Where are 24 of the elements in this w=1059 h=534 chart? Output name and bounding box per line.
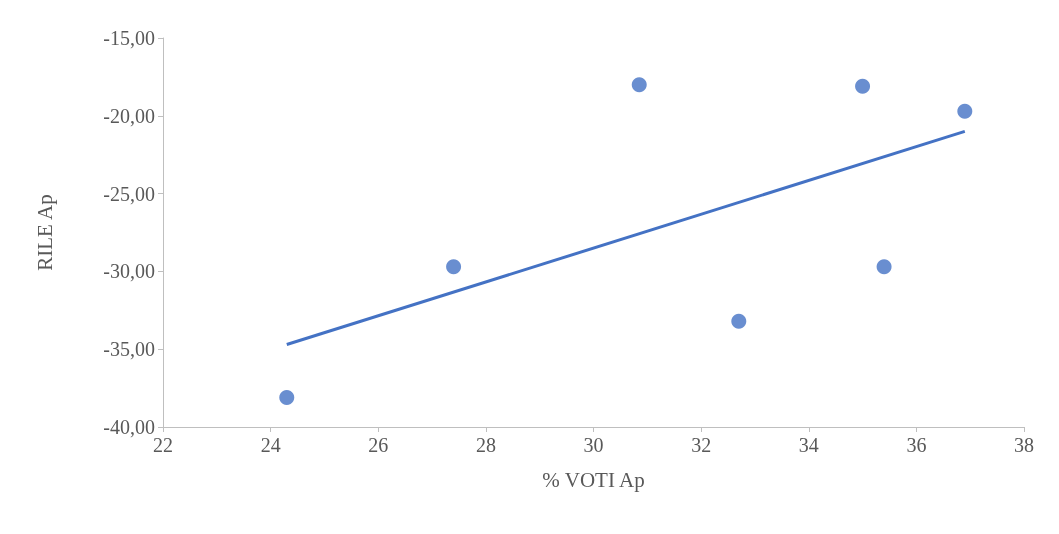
y-tick-label: -35,00 <box>103 338 155 361</box>
x-tick-label: 26 <box>368 434 389 456</box>
x-tick-label: 34 <box>798 434 819 456</box>
point <box>631 77 647 93</box>
x-tick-label: 38 <box>1014 434 1034 456</box>
x-tick-label: 28 <box>475 434 496 456</box>
y-tick-label: -25,00 <box>103 182 155 205</box>
x-tick-label: 24 <box>260 434 281 456</box>
point <box>876 259 892 275</box>
point <box>855 78 871 94</box>
y-axis-title: RILE Ap <box>32 194 57 271</box>
point <box>446 259 462 275</box>
x-tick-label: 22 <box>153 434 173 456</box>
y-tick-label: -30,00 <box>103 260 155 283</box>
point <box>279 389 295 405</box>
y-tick-label: -40,00 <box>103 416 155 438</box>
x-tick-label: 30 <box>583 434 604 456</box>
point <box>957 103 973 119</box>
x-tick-label: 36 <box>906 434 927 456</box>
x-axis-title: % VOTI Ap <box>542 467 645 492</box>
y-tick-label: -20,00 <box>103 104 155 127</box>
x-tick-label: 32 <box>691 434 712 456</box>
y-tick-label: -15,00 <box>103 27 155 49</box>
point <box>731 313 747 329</box>
